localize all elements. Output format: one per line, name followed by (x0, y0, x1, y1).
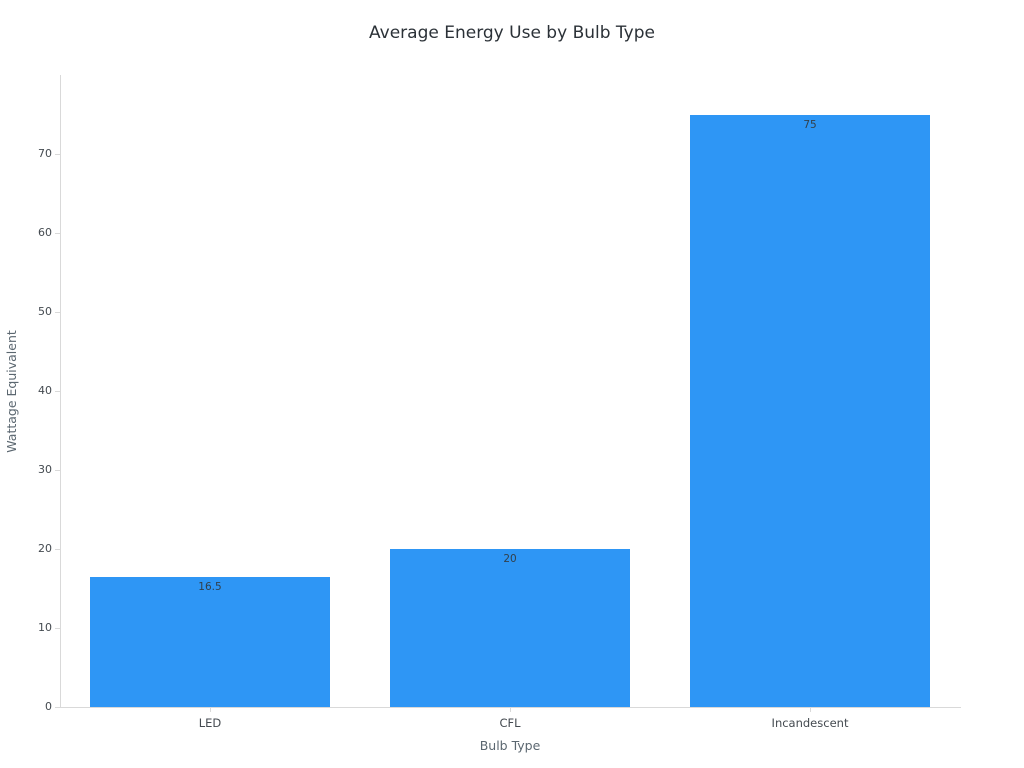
bar-incandescent: 75 (690, 114, 930, 707)
bar-value-label: 16.5 (198, 580, 222, 593)
y-tick-mark (55, 628, 60, 629)
y-tick-label: 50 (38, 305, 52, 318)
y-tick-label: 0 (45, 700, 52, 713)
x-tick-mark (210, 707, 211, 712)
bar-value-label: 75 (803, 118, 817, 131)
x-tick-label: LED (198, 716, 222, 730)
x-axis-title: Bulb Type (479, 738, 541, 753)
y-tick-mark (55, 549, 60, 550)
x-tick-mark (810, 707, 811, 712)
x-tick-mark (510, 707, 511, 712)
y-axis-line (60, 75, 61, 708)
bar-value-label: 20 (503, 553, 517, 565)
y-tick-mark (55, 470, 60, 471)
y-tick-label: 10 (38, 621, 52, 634)
y-tick-label: 30 (38, 463, 52, 476)
y-tick-mark (55, 154, 60, 155)
x-tick-label: Incandescent (771, 716, 849, 730)
y-tick-mark (55, 391, 60, 392)
y-tick-label: 70 (38, 147, 52, 160)
bar-led: 16.5 (90, 576, 330, 707)
y-tick-mark (55, 312, 60, 313)
y-tick-label: 40 (38, 384, 52, 397)
chart-title: Average Energy Use by Bulb Type (369, 23, 655, 43)
y-tick-mark (55, 707, 60, 708)
y-tick-mark (55, 233, 60, 234)
bar-cfl: 20 (390, 549, 630, 707)
y-tick-label: 20 (38, 542, 52, 555)
x-tick-label: CFL (499, 716, 521, 730)
y-tick-label: 60 (38, 226, 52, 239)
